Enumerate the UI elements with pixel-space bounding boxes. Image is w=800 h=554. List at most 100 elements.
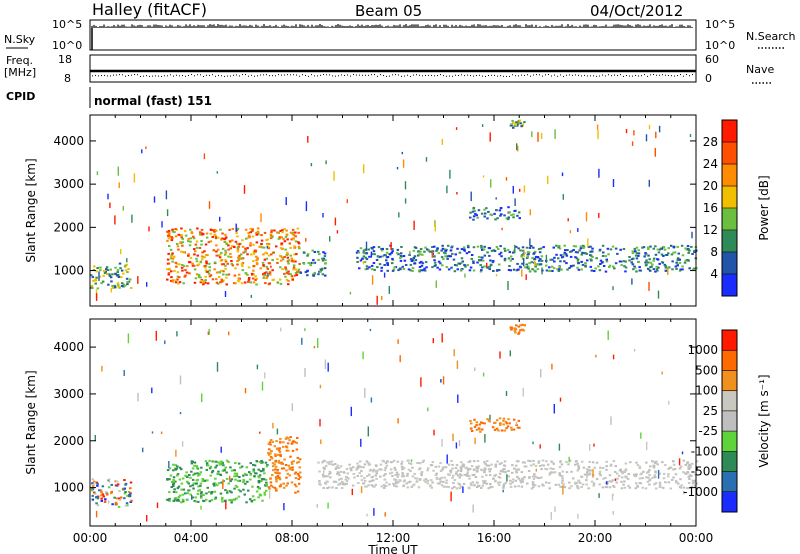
power-echo-cell [531, 256, 534, 259]
power-echo-cell [293, 253, 296, 256]
power-echo-cell [249, 281, 252, 284]
velocity-echo-cell [275, 489, 278, 492]
power-echo-cell [451, 252, 454, 255]
velocity-echo-cell [500, 461, 503, 464]
nave-sample [515, 75, 516, 77]
velocity-echo-cell [644, 487, 648, 490]
velocity-echo-cell [388, 472, 392, 475]
velocity-scatter-cell [228, 331, 230, 336]
velocity-echo-cell [458, 487, 462, 490]
power-scatter-cell [529, 270, 531, 273]
velocity-echo-cell [290, 462, 294, 465]
power-scatter-cell [208, 201, 211, 209]
nave-sample [512, 74, 513, 76]
power-echo-cell [319, 268, 323, 271]
velocity-echo-cell [249, 462, 252, 465]
velocity-echo-cell [176, 473, 180, 476]
velocity-echo-cell [688, 474, 692, 477]
velocity-echo-cell [232, 498, 235, 501]
power-echo-cell [187, 253, 190, 256]
velocity-echo-cell [249, 478, 252, 481]
velocity-scatter-cell [313, 346, 316, 349]
velocity-scatter-cell [146, 515, 148, 522]
power-echo-cell [655, 265, 658, 268]
velocity-scatter-cell [397, 418, 399, 424]
power-echo-cell [199, 261, 202, 264]
velocity-echo-cell [243, 493, 246, 496]
velocity-scatter-cell [441, 333, 443, 343]
velocity-echo-cell [440, 476, 443, 479]
velocity-echo-cell [475, 421, 479, 424]
velocity-echo-cell [123, 487, 126, 490]
nave-sample [341, 74, 342, 76]
power-echo-cell [262, 253, 265, 256]
nave-sample [620, 74, 621, 76]
power-scatter-cell [667, 268, 669, 275]
velocity-scatter-cell [216, 362, 219, 372]
power-echo-cell [498, 263, 501, 266]
power-scatter-cell [505, 177, 508, 181]
power-echo-cell [232, 245, 236, 248]
velocity-echo-cell [460, 461, 463, 464]
power-echo-cell [281, 231, 284, 234]
power-scatter-cell [495, 197, 497, 200]
velocity-echo-cell [608, 480, 611, 483]
velocity-echo-cell [486, 460, 489, 463]
velocity-echo-cell [470, 484, 473, 487]
velocity-echo-cell [503, 468, 506, 470]
power-echo-cell [98, 275, 101, 278]
velocity-echo-cell [457, 469, 460, 472]
velocity-echo-cell [482, 480, 485, 483]
nsky-frame [89, 19, 697, 51]
nave-sample [650, 74, 651, 76]
velocity-echo-cell [520, 478, 524, 480]
power-echo-cell [119, 267, 122, 270]
velocity-echo-cell [214, 496, 218, 499]
power-echo-cell [402, 268, 406, 270]
power-echo-cell [590, 269, 593, 272]
power-scatter-cell [425, 157, 428, 162]
power-echo-cell [631, 250, 634, 253]
power-scatter-cell [243, 185, 246, 194]
nave-sample [569, 74, 570, 76]
velocity-echo-cell [402, 467, 406, 470]
velocity-echo-cell [684, 472, 687, 475]
power-echo-cell [213, 233, 217, 236]
nave-sample [329, 74, 330, 76]
power-echo-cell [236, 248, 240, 251]
velocity-echo-cell [129, 487, 132, 490]
power-echo-cell [239, 253, 243, 256]
power-scatter-cell [596, 124, 599, 130]
velocity-echo-cell [199, 492, 203, 495]
velocity-scatter-cell [558, 443, 561, 451]
power-scatter-cell [346, 199, 348, 204]
power-echo-cell [685, 248, 689, 251]
velocity-echo-cell [297, 482, 301, 485]
velocity-echo-cell [115, 497, 119, 500]
velocity-echo-cell [244, 482, 247, 485]
velocity-echo-cell [658, 481, 662, 484]
power-echo-cell [102, 274, 105, 277]
power-echo-cell [193, 281, 197, 284]
power-echo-cell [372, 246, 376, 249]
power-echo-cell [276, 261, 279, 264]
nave-tick-top: 60 [705, 53, 719, 66]
velocity-echo-cell [406, 475, 409, 477]
power-echo-cell [289, 247, 292, 249]
power-echo-cell [551, 270, 554, 272]
velocity-scatter-cell [586, 473, 588, 479]
velocity-echo-cell [328, 486, 331, 489]
power-scatter-cell [370, 251, 373, 258]
velocity-echo-cell [284, 437, 288, 440]
velocity-echo-cell [636, 485, 640, 488]
colorbar-tick-label: 28 [703, 135, 718, 149]
velocity-echo-cell [497, 476, 501, 478]
velocity-echo-cell [384, 473, 387, 476]
nave-sample [581, 75, 582, 77]
power-echo-cell [255, 241, 259, 244]
nave-sample [560, 74, 561, 76]
colorbar-tick-label: 20 [703, 179, 718, 193]
velocity-echo-cell [129, 501, 133, 503]
nave-sample [623, 75, 624, 77]
velocity-echo-cell [635, 482, 638, 485]
